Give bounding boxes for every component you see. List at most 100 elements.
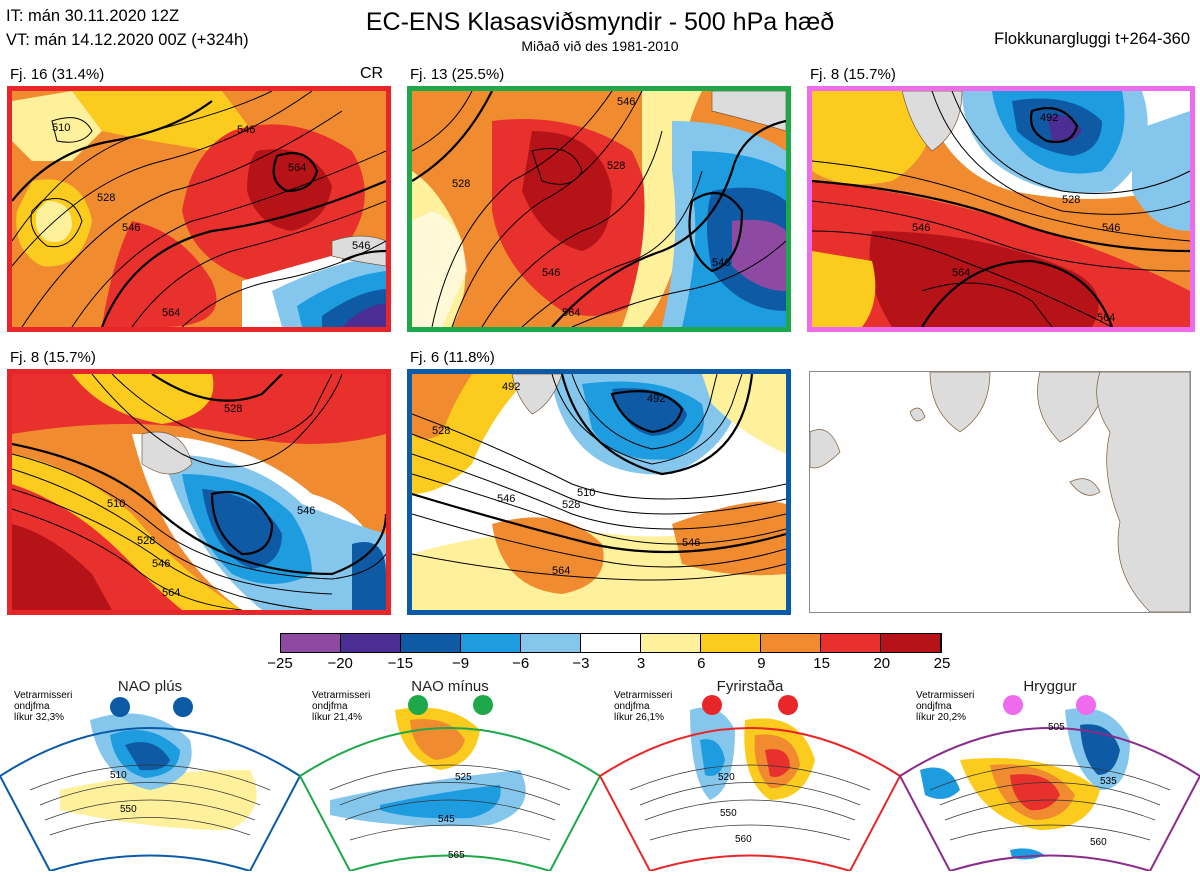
contour-label: 492: [647, 393, 665, 405]
regime-ridge-title: Hryggur: [1023, 678, 1077, 695]
regime-blocking-map: 520 550 560: [598, 695, 902, 873]
colorbar-swatch: [521, 634, 581, 652]
regime-nao-minus-map: 525 545 565: [298, 695, 602, 873]
cluster-2-map: 528 546 564 546 528 546: [407, 86, 791, 332]
contour-label: 546: [682, 537, 700, 549]
colorbar-tick-label: −15: [387, 655, 414, 672]
regime-1-label: 510: [110, 770, 127, 781]
page-subtitle: Miðað við des 1981-2010: [521, 38, 679, 54]
empty-basemap: [809, 371, 1191, 613]
run-info: IT: mán 30.11.2020 12Z VT: mán 14.12.202…: [6, 4, 249, 52]
colorbar-swatch: [701, 634, 761, 652]
info-line: ondjfma: [312, 701, 348, 712]
contour-label: 564: [162, 587, 180, 599]
contour-label: 528: [432, 425, 450, 437]
regime-1-label: 550: [120, 804, 137, 815]
init-time: IT: mán 30.11.2020 12Z: [6, 7, 180, 25]
colorbar-tick-label: −3: [572, 655, 590, 672]
colorbar-swatch: [401, 634, 461, 652]
info-line: ondjfma: [14, 701, 50, 712]
colorbar-tick-label: −25: [267, 655, 293, 672]
info-line: Vetrarmisseri: [312, 690, 371, 701]
cluster-1-label: Fj. 16 (31.4%): [10, 66, 105, 83]
info-line: ondjfma: [916, 701, 952, 712]
contour-label: 546: [617, 96, 635, 108]
contour-label: 528: [224, 403, 242, 415]
colorbar-swatch: [461, 634, 521, 652]
colorbar-swatch: [881, 634, 941, 652]
info-line: Vetrarmisseri: [916, 690, 975, 701]
colorbar-tick-label: 15: [813, 655, 830, 672]
regime-3-label: 560: [735, 834, 752, 845]
cluster-2-label: Fj. 13 (25.5%): [410, 66, 505, 83]
contour-label: 528: [137, 535, 155, 547]
cluster-4-map: 510 528 546 564 546 528: [7, 369, 391, 615]
contour-label: 546: [122, 222, 140, 234]
colorbar-swatch: [581, 634, 641, 652]
contour-label: 564: [288, 162, 306, 174]
info-line: líkur 32,3%: [14, 712, 65, 723]
regime-2-label: 525: [455, 772, 472, 783]
contour-label: 546: [912, 222, 930, 234]
cluster-1-cr-badge: CR: [360, 65, 384, 82]
info-line: líkur 20,2%: [916, 712, 967, 723]
contour-label: 546: [1102, 222, 1120, 234]
regime-2-label: 545: [438, 814, 455, 825]
contour-label: 510: [52, 122, 70, 134]
regime-2-label: 565: [448, 850, 465, 861]
contour-label: 528: [452, 178, 470, 190]
colorbar-tick-label: 20: [873, 655, 891, 672]
regime-blocking-info: Vetrarmisseri ondjfma líkur 26,1%: [614, 690, 672, 723]
regime-nao-minus-info: Vetrarmisseri ondjfma líkur 21,4%: [312, 690, 370, 723]
cluster-4-label: Fj. 8 (15.7%): [10, 349, 96, 366]
regime-4-label: 535: [1100, 776, 1117, 787]
contour-label: 564: [162, 307, 180, 319]
colorbar-swatch: [641, 634, 701, 652]
contour-label: 564: [562, 307, 580, 319]
regime-3-label: 520: [718, 772, 735, 783]
colorbar-tick-label: 6: [697, 655, 706, 672]
regime-ridge-info: Vetrarmisseri ondjfma líkur 20,2%: [916, 690, 974, 723]
contour-label: 528: [97, 192, 115, 204]
cluster-window: Flokkunargluggi t+264-360: [994, 30, 1190, 48]
regime-blocking-title: Fyrirstaða: [716, 678, 784, 695]
cluster-5-map: 492 510 528 546 546 564 492 528: [407, 369, 791, 615]
regime-nao-plus-info: Vetrarmisseri ondjfma líkur 32,3%: [14, 690, 72, 723]
contour-label: 492: [1040, 112, 1058, 124]
contour-label: 564: [1097, 312, 1115, 324]
contour-label: 546: [152, 558, 170, 570]
contour-label: 546: [542, 267, 560, 279]
regime-4-label: 505: [1048, 722, 1065, 733]
contour-label: 510: [107, 498, 125, 510]
contour-label: 546: [712, 257, 730, 269]
contour-label: 546: [352, 240, 370, 252]
contour-label: 528: [562, 499, 580, 511]
regime-nao-plus-title: NAO plús: [117, 678, 183, 695]
regime-nao-plus-map: 510 550: [0, 697, 302, 873]
colorbar: [280, 633, 942, 653]
cluster-3-map: 492 528 546 546 564 564: [807, 86, 1195, 332]
contour-label: 546: [237, 124, 255, 136]
regime-row: 510 550 525 545 565 520 550 560: [0, 680, 1200, 873]
regime-ridge-map: 505 535 560: [898, 695, 1200, 873]
contour-label: 546: [297, 505, 315, 517]
contour-label: 510: [577, 487, 595, 499]
info-line: Vetrarmisseri: [14, 690, 73, 701]
cluster-1-map: 546 564 528 546 564 546 510: [7, 86, 391, 332]
colorbar-swatch: [341, 634, 401, 652]
colorbar-tick-label: 25: [933, 655, 951, 672]
colorbar-swatch: [821, 634, 881, 652]
colorbar-tick-label: 3: [636, 655, 646, 672]
contour-label: 528: [1062, 194, 1080, 206]
colorbar-tick-label: −6: [512, 655, 530, 672]
colorbar-tick-label: −9: [451, 655, 470, 672]
info-line: ondjfma: [614, 701, 650, 712]
page-title: EC-ENS Klasasviðsmyndir - 500 hPa hæð: [365, 8, 835, 36]
contour-label: 564: [552, 565, 570, 577]
colorbar-tick-label: 9: [757, 655, 766, 672]
cluster-5-label: Fj. 6 (11.8%): [410, 349, 495, 366]
colorbar-swatch: [281, 634, 341, 652]
info-line: Vetrarmisseri: [614, 690, 673, 701]
colorbar-tick-label: −20: [327, 655, 353, 672]
colorbar-ticks: −25 −20 −15 −9 −6 −3 3 6 9 15 20 25: [0, 655, 1200, 677]
